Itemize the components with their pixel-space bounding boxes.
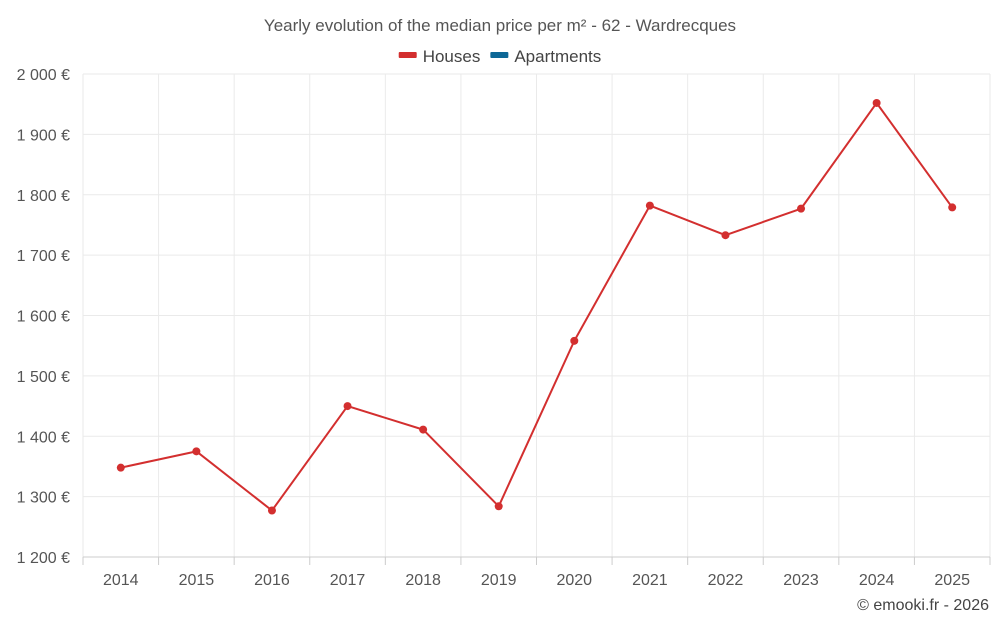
chart-title: Yearly evolution of the median price per… xyxy=(264,16,736,35)
legend-item[interactable]: Apartments xyxy=(490,47,601,66)
y-tick-label: 1 600 € xyxy=(17,309,70,326)
data-point[interactable] xyxy=(192,447,201,456)
data-point[interactable] xyxy=(797,204,806,213)
x-tick-label: 2024 xyxy=(859,572,895,589)
x-tick-label: 2014 xyxy=(103,572,139,589)
grid xyxy=(82,73,991,557)
x-tick-label: 2015 xyxy=(179,572,215,589)
data-point[interactable] xyxy=(570,336,579,345)
x-tick-label: 2016 xyxy=(254,572,290,589)
series-layer xyxy=(116,98,957,515)
legend-swatch xyxy=(490,52,509,58)
legend: Houses Apartments xyxy=(398,47,601,66)
data-point[interactable] xyxy=(494,502,503,511)
data-point[interactable] xyxy=(948,203,957,212)
y-tick-label: 1 200 € xyxy=(17,550,70,567)
legend-item[interactable]: Houses xyxy=(398,47,481,66)
x-tick-label: 2020 xyxy=(556,572,592,589)
y-axis: 1 200 € 1 300 € 1 400 € 1 500 € 1 600 € 1 700… xyxy=(17,67,70,567)
series-line-houses xyxy=(120,101,954,512)
y-tick-label: 1 400 € xyxy=(17,429,70,446)
y-tick-label: 1 800 € xyxy=(17,188,70,205)
x-tick-label: 2018 xyxy=(405,572,441,589)
legend-swatch xyxy=(398,52,417,58)
y-tick-label: 1 500 € xyxy=(17,369,70,386)
data-point[interactable] xyxy=(645,201,654,210)
data-point[interactable] xyxy=(419,425,428,434)
x-tick-label: 2025 xyxy=(934,572,970,589)
y-tick-label: 1 900 € xyxy=(17,127,70,144)
credit-text: © emooki.fr - 2026 xyxy=(857,597,989,614)
y-tick-label: 1 700 € xyxy=(17,248,70,265)
x-axis: 2014 2015 2016 2017 2018 2019 2020 2021 2022 2023… xyxy=(82,556,991,589)
x-tick-label: 2017 xyxy=(330,572,366,589)
x-tick-label: 2019 xyxy=(481,572,517,589)
x-tick-label: 2023 xyxy=(783,572,819,589)
x-tick-label: 2021 xyxy=(632,572,668,589)
data-point[interactable] xyxy=(343,402,352,411)
y-tick-label: 2 000 € xyxy=(17,67,70,84)
data-point[interactable] xyxy=(872,98,881,107)
legend-label: Apartments xyxy=(514,47,601,66)
data-point[interactable] xyxy=(267,506,276,515)
legend-label: Houses xyxy=(423,47,481,66)
x-tick-label: 2022 xyxy=(708,572,744,589)
data-point[interactable] xyxy=(116,463,125,472)
data-point[interactable] xyxy=(721,231,730,240)
y-tick-label: 1 300 € xyxy=(17,490,70,507)
